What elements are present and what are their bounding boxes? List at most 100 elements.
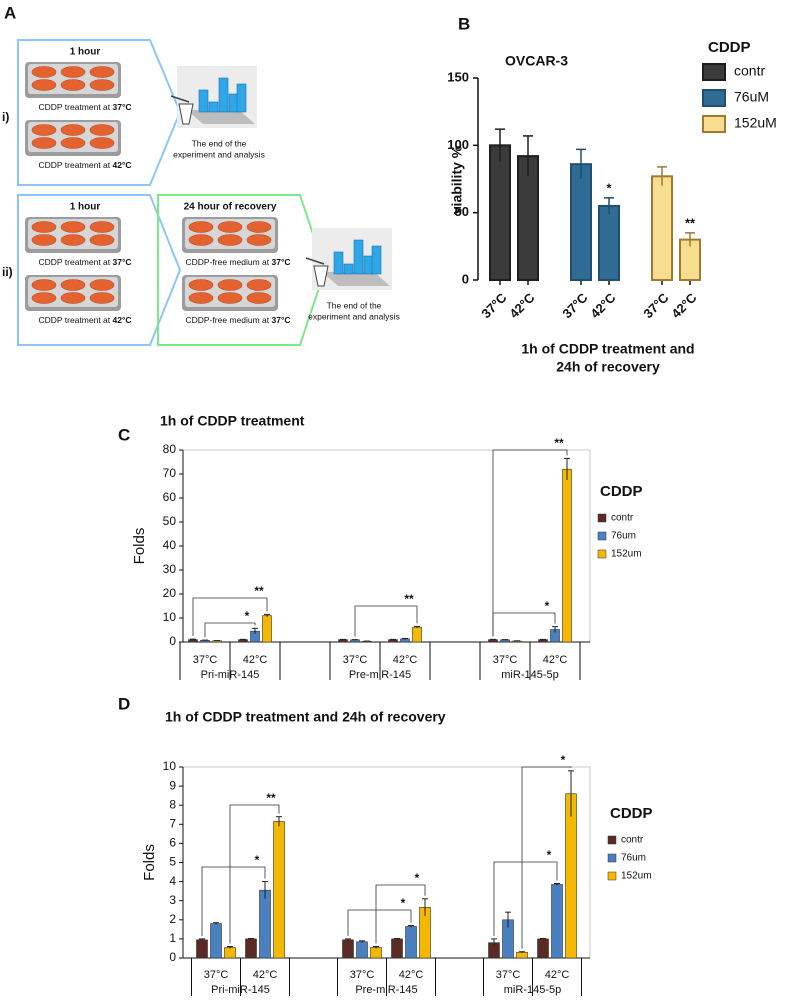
icon-pipette: [170, 95, 190, 103]
step-box: [17, 39, 182, 186]
error-bar: [199, 938, 205, 941]
bar: [370, 947, 382, 959]
y-axis-label: Folds: [131, 528, 148, 565]
well: [188, 221, 214, 233]
icon-bar: [371, 245, 382, 275]
legend-label: contr: [621, 835, 644, 846]
significance: *: [415, 871, 420, 885]
legend-swatch: [607, 835, 617, 845]
well: [217, 292, 243, 304]
bar: [565, 793, 577, 959]
well: [31, 124, 57, 136]
y-tick-label: 30: [163, 562, 177, 576]
significance-bracket: [347, 909, 412, 936]
icon-bar: [198, 89, 209, 113]
error-bar: [264, 613, 270, 617]
legend-title: CDDP: [610, 805, 653, 822]
y-tick-label: 10: [163, 759, 177, 773]
bar: [196, 939, 208, 959]
legend-title: CDDP: [600, 483, 643, 500]
bar: [516, 951, 528, 959]
icon-base: [187, 110, 255, 124]
legend-swatch: [702, 89, 726, 107]
significance-bracket: [493, 861, 558, 936]
x-tick-label: 37°C: [193, 654, 218, 666]
well: [31, 66, 57, 78]
y-tick-label: 60: [163, 490, 177, 504]
bar: [388, 639, 398, 643]
legend-label: contr: [734, 63, 765, 79]
well: [217, 234, 243, 246]
y-tick-label: 20: [163, 586, 177, 600]
bar: [273, 821, 285, 959]
well: [60, 137, 86, 149]
legend-swatch: [597, 531, 607, 541]
y-tick-label: 2: [169, 912, 176, 926]
well: [60, 234, 86, 246]
y-tick-label: 50: [455, 204, 469, 219]
significance-bracket: [354, 605, 418, 637]
well: [246, 279, 272, 291]
y-tick-label: 40: [163, 538, 177, 552]
error-bar: [276, 816, 282, 827]
x-tick-label: 42°C: [506, 290, 538, 322]
group-label: miR-145-5p: [501, 669, 558, 681]
icon-bar: [353, 239, 364, 275]
error-bar: [519, 951, 525, 953]
bar: [551, 884, 563, 959]
step-box: [17, 194, 182, 346]
bar: [598, 204, 620, 281]
icon-bar: [363, 255, 374, 275]
x-tick-label: 37°C: [493, 654, 518, 666]
significance: **: [554, 436, 564, 450]
legend-swatch: [597, 549, 607, 559]
error-bar: [262, 881, 268, 899]
bar: [651, 175, 673, 282]
significance: **: [404, 592, 414, 606]
significance-bracket: [492, 612, 556, 637]
significance: *: [545, 599, 550, 613]
x-tick-label: 42°C: [393, 654, 418, 666]
plot-frame: [182, 766, 591, 959]
step-title: 24 hour of recovery: [184, 202, 277, 213]
error-bar: [523, 135, 533, 177]
item-text: CDDP-free medium at: [186, 257, 272, 267]
panel-label: D: [118, 694, 130, 713]
x-tick-label: 37°C: [496, 969, 521, 981]
y-tick-label: 8: [169, 797, 176, 811]
group-label: Pri-miR-145: [211, 984, 270, 996]
well: [60, 124, 86, 136]
bar: [245, 938, 257, 959]
error-bar: [373, 946, 379, 949]
legend-label: 152um: [611, 549, 642, 560]
x-tick-label: 42°C: [399, 969, 424, 981]
icon-bar: [343, 263, 354, 275]
legend-label: contr: [611, 513, 634, 524]
end-text: experiment and analysis: [173, 149, 265, 159]
well: [246, 221, 272, 233]
bar: [350, 639, 360, 643]
error-bar: [408, 925, 414, 928]
well: [31, 221, 57, 233]
x-tick-label: 37°C: [350, 969, 375, 981]
y-axis-label: Folds: [141, 844, 158, 881]
item-text: CDDP treatment at: [38, 257, 112, 267]
panel-label: A: [4, 3, 16, 22]
group-label: Pre-miR-145: [355, 984, 417, 996]
bar: [412, 626, 422, 643]
bar: [562, 468, 572, 643]
icon-bar: [228, 93, 239, 113]
well: [89, 137, 115, 149]
well: [31, 137, 57, 149]
error-bar: [505, 911, 511, 928]
bar: [259, 889, 271, 959]
well: [89, 66, 115, 78]
chart-title: 1h of CDDP treatment: [160, 413, 305, 429]
icon-bar: [236, 83, 247, 113]
error-bar: [495, 128, 505, 162]
well: [89, 124, 115, 136]
icon-bar: [333, 251, 344, 275]
legend-label: 76um: [621, 853, 646, 864]
bar: [356, 941, 368, 959]
error-bar: [657, 166, 667, 186]
